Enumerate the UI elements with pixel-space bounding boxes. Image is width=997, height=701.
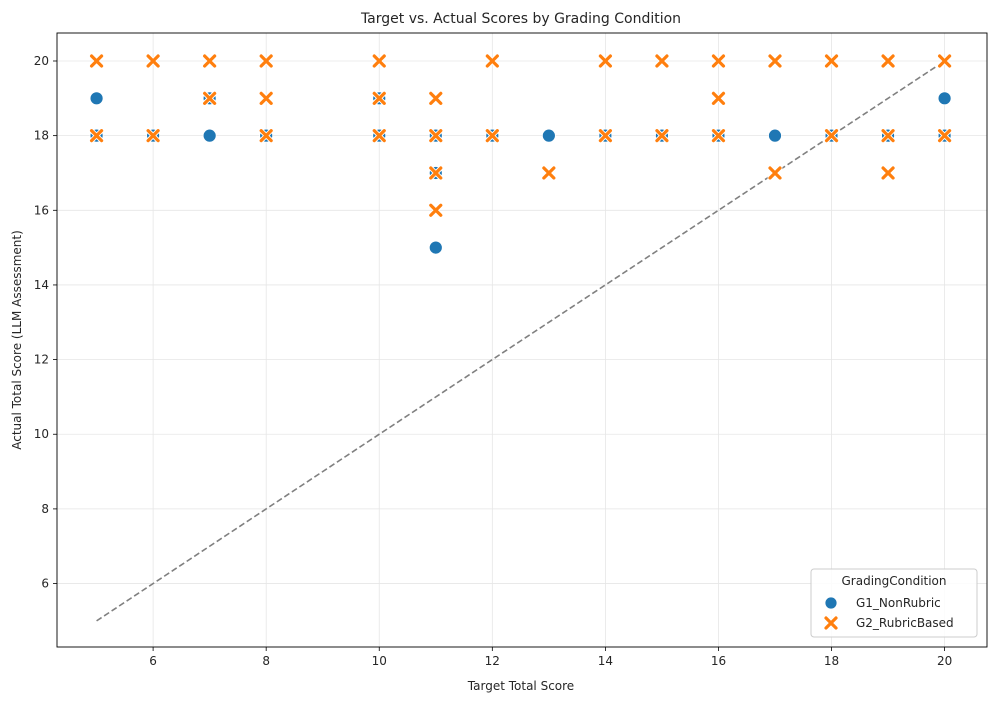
- x-tick-label: 16: [711, 654, 726, 668]
- data-point-x: [371, 90, 387, 106]
- y-axis-ticks: 6 8 10 12 14 16 18 20: [34, 54, 57, 591]
- y-tick-label: 8: [41, 502, 49, 516]
- data-point-x: [937, 53, 953, 69]
- data-point-x: [371, 128, 387, 144]
- data-point-x: [710, 53, 726, 69]
- data-point-circle: [768, 128, 782, 143]
- legend-entry-label: G1_NonRubric: [856, 596, 941, 610]
- data-point-x: [428, 202, 444, 218]
- x-tick-label: 14: [598, 654, 613, 668]
- data-point-x: [202, 53, 218, 69]
- data-point-x: [484, 128, 500, 144]
- reference-line-group: [96, 60, 946, 622]
- x-tick-label: 6: [149, 654, 157, 668]
- y-tick-label: 16: [34, 203, 49, 217]
- y-tick-label: 10: [34, 427, 49, 441]
- y-tick-label: 14: [34, 278, 49, 292]
- data-point-x: [880, 53, 896, 69]
- y-tick-label: 12: [34, 353, 49, 367]
- data-points: [89, 53, 953, 255]
- data-point-x: [937, 128, 953, 144]
- x-tick-label: 10: [372, 654, 387, 668]
- data-point-x: [710, 128, 726, 144]
- reference-line: [96, 60, 946, 622]
- data-point-x: [880, 165, 896, 181]
- x-tick-label: 20: [937, 654, 952, 668]
- data-point-x: [824, 128, 840, 144]
- data-point-x: [654, 53, 670, 69]
- y-axis-label: Actual Total Score (LLM Assessment): [10, 230, 24, 450]
- data-point-x: [767, 53, 783, 69]
- plot-frame: [56, 32, 988, 648]
- legend-marker-circle: [824, 596, 838, 610]
- legend: GradingCondition G1_NonRubric G2_RubricBas…: [810, 568, 978, 638]
- data-point-x: [89, 53, 105, 69]
- data-point-x: [484, 53, 500, 69]
- data-point-x: [428, 128, 444, 144]
- data-point-x: [145, 128, 161, 144]
- data-point-x: [767, 165, 783, 181]
- legend-marker-x: [823, 615, 839, 631]
- x-tick-label: 12: [485, 654, 500, 668]
- legend-title: GradingCondition: [841, 574, 946, 588]
- chart-title: Target vs. Actual Scores by Grading Cond…: [360, 11, 681, 27]
- data-point-x: [710, 90, 726, 106]
- x-axis-ticks: 6 8 10 12 14 16 18 20: [149, 647, 952, 668]
- data-point-x: [880, 128, 896, 144]
- data-point-x: [541, 165, 557, 181]
- x-tick-label: 8: [262, 654, 270, 668]
- data-point-circle: [541, 128, 556, 143]
- data-point-x: [258, 128, 274, 144]
- x-tick-label: 18: [824, 654, 839, 668]
- y-tick-label: 6: [41, 577, 49, 591]
- data-point-x: [428, 165, 444, 181]
- x-axis-label: Target Total Score: [467, 679, 574, 693]
- data-point-circle: [89, 91, 104, 106]
- data-point-circle: [202, 128, 217, 143]
- data-point-x: [371, 53, 387, 69]
- y-tick-label: 20: [34, 54, 49, 68]
- data-point-circle: [937, 91, 952, 106]
- data-point-x: [654, 128, 670, 144]
- data-point-x: [258, 90, 274, 106]
- data-point-x: [428, 90, 444, 106]
- legend-box: [810, 568, 978, 638]
- data-point-x: [597, 128, 613, 144]
- data-point-x: [597, 53, 613, 69]
- data-point-circle: [428, 240, 443, 255]
- y-tick-label: 18: [34, 129, 49, 143]
- data-point-x: [258, 53, 274, 69]
- legend-entry-label: G2_RubricBased: [856, 616, 954, 630]
- data-point-x: [145, 53, 161, 69]
- data-point-x: [89, 128, 105, 144]
- data-point-x: [202, 90, 218, 106]
- data-point-x: [824, 53, 840, 69]
